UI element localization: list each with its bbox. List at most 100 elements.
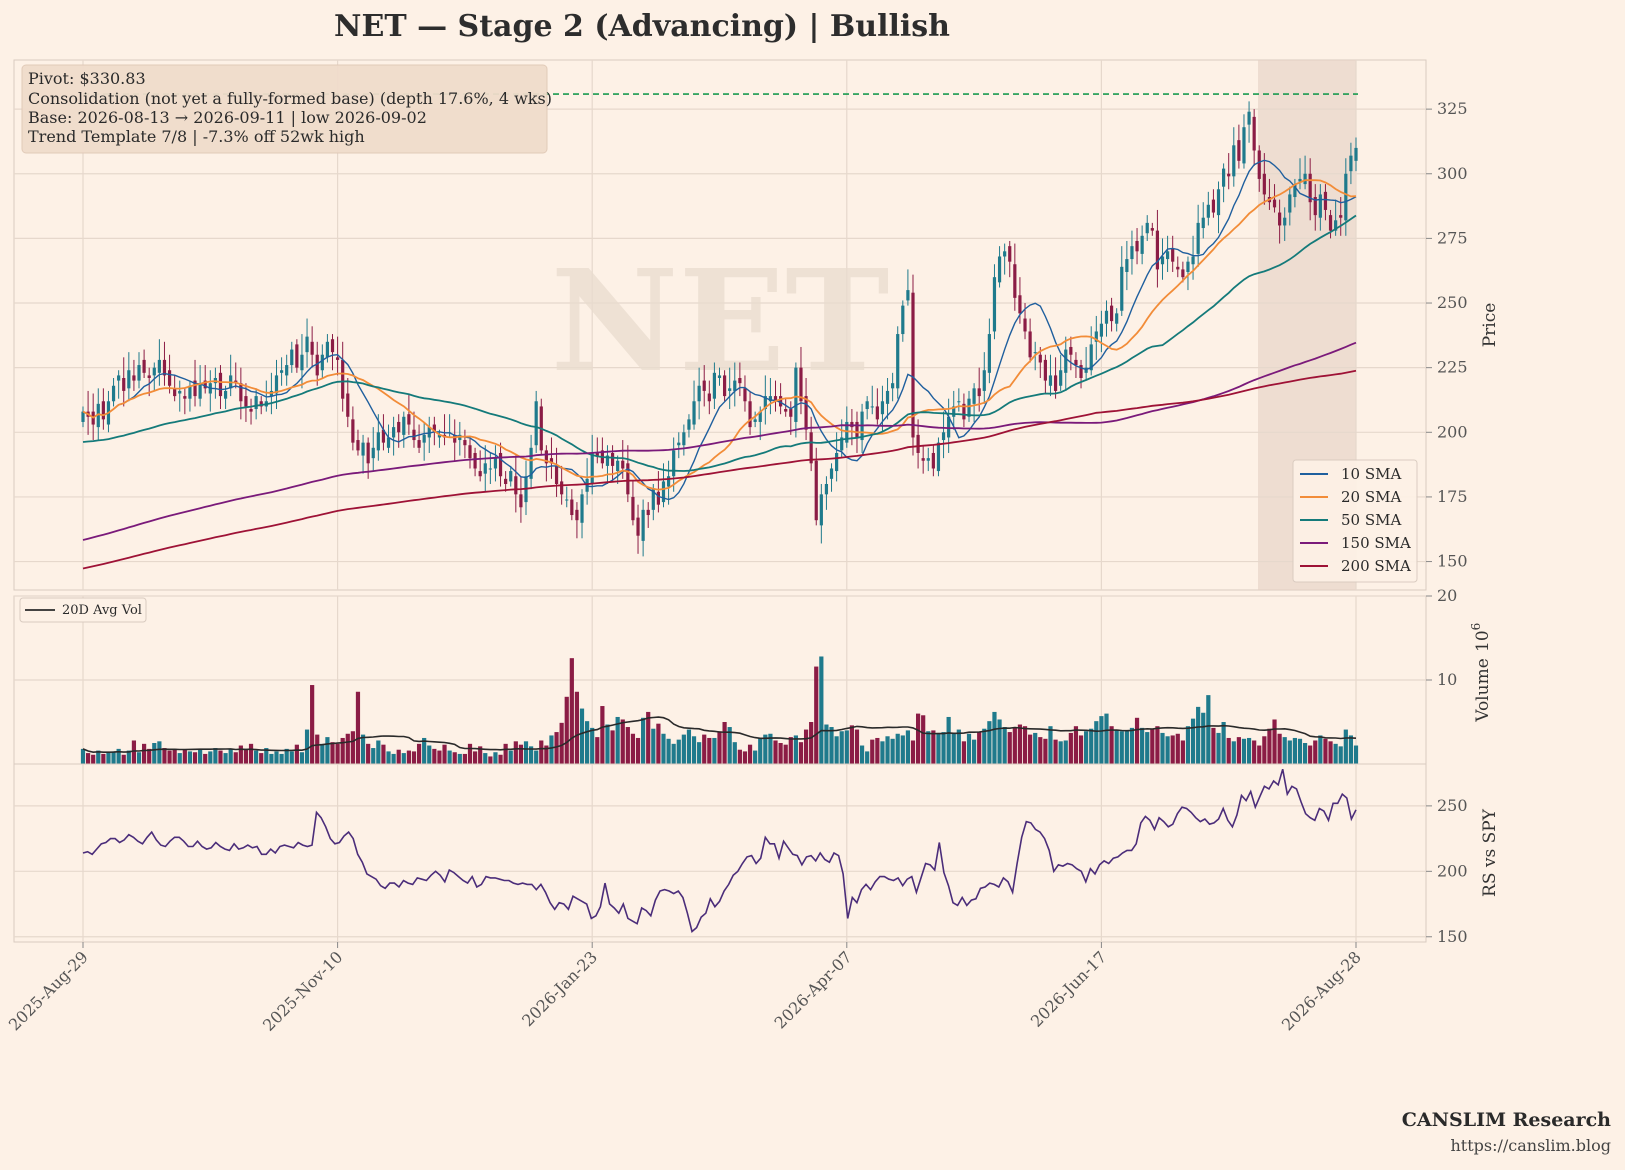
candle-body: [1018, 295, 1022, 314]
rs-y-tick-label: 250: [1437, 796, 1468, 815]
volume-bar: [1267, 728, 1272, 764]
candle-body: [738, 378, 742, 384]
candle-body: [310, 341, 314, 355]
candle-body: [1059, 370, 1063, 386]
candle-body: [509, 471, 513, 482]
volume-bar: [1119, 731, 1124, 764]
candle-body: [997, 256, 1002, 283]
volume-bar: [96, 750, 101, 764]
candle-body: [356, 440, 360, 451]
volume-bar: [330, 742, 335, 764]
volume-bar: [1185, 726, 1191, 764]
volume-bar: [870, 739, 875, 764]
candle-body: [1033, 352, 1037, 354]
legend-label: 150 SMA: [1341, 534, 1411, 552]
volume-bar: [279, 753, 284, 764]
candle-body: [1099, 323, 1103, 337]
volume-bar: [1170, 735, 1175, 764]
volume-bar: [646, 711, 651, 764]
candle-body: [1303, 173, 1307, 185]
volume-bar: [539, 740, 544, 764]
volume-bar: [585, 721, 590, 764]
volume-bar: [921, 715, 926, 764]
volume-bar: [248, 743, 254, 764]
x-tick-label: 2025-Nov-10: [259, 947, 346, 1034]
candle-body: [722, 375, 727, 397]
candle-body: [855, 421, 859, 438]
volume-bar: [1282, 737, 1287, 764]
candle-body: [926, 458, 930, 461]
candle-body: [779, 396, 783, 407]
volume-bar: [569, 658, 574, 764]
candle-body: [891, 383, 895, 389]
volume-bar: [1175, 733, 1180, 764]
candle-body: [590, 452, 594, 484]
candle-body: [1150, 228, 1154, 231]
volume-legend-box: [19, 597, 147, 623]
volume-bar: [681, 734, 686, 764]
candle-body: [952, 406, 956, 417]
candle-body: [1130, 246, 1134, 260]
volume-bar: [854, 729, 860, 764]
candle-body: [1074, 359, 1078, 366]
volume-bar: [345, 733, 350, 764]
volume-bar: [697, 742, 702, 764]
candle-body: [315, 354, 319, 376]
volume-bar: [472, 751, 478, 764]
volume-bar: [1297, 738, 1303, 764]
candle-body: [692, 401, 696, 425]
candle-body: [132, 375, 136, 381]
volume-bar: [1124, 731, 1129, 764]
candle-body: [1237, 140, 1241, 161]
volume-bar: [147, 748, 152, 764]
candle-body: [1115, 313, 1119, 324]
candle-body: [152, 367, 156, 376]
volume-bar: [452, 752, 457, 764]
volume-bar: [1099, 716, 1104, 764]
volume-bar: [1308, 745, 1313, 764]
candle-body: [1318, 194, 1322, 218]
volume-bar: [1323, 738, 1328, 764]
volume-bar: [1104, 713, 1109, 764]
candle-body: [1313, 197, 1317, 216]
volume-exponent: 106: [1469, 623, 1493, 652]
volume-bar: [1292, 737, 1297, 764]
price-y-tick-label: 250: [1437, 293, 1468, 312]
volume-bar: [386, 751, 391, 764]
candle-body: [1140, 235, 1144, 254]
volume-bar: [208, 751, 213, 764]
volume-bar: [136, 752, 142, 764]
candle-body: [829, 468, 834, 479]
volume-bar: [1252, 740, 1257, 764]
candle-body: [911, 292, 915, 438]
volume-bar: [1287, 740, 1292, 764]
candle-body: [554, 465, 559, 484]
volume-bar: [1257, 745, 1262, 764]
candle-body: [682, 432, 686, 446]
volume-bar: [803, 729, 809, 764]
candle-body: [1145, 222, 1149, 234]
candle-body: [906, 290, 910, 301]
candle-body: [361, 442, 365, 456]
candle-body: [626, 463, 630, 495]
volume-bar: [518, 744, 524, 764]
volume-bar: [462, 753, 467, 764]
candle-body: [916, 434, 920, 453]
candle-body: [758, 411, 762, 422]
volume-bar: [447, 750, 452, 764]
candle-body: [1191, 256, 1195, 265]
candle-body: [549, 458, 554, 464]
volume-bar: [1017, 724, 1023, 764]
volume-bar: [819, 656, 824, 764]
candle-body: [1206, 204, 1210, 218]
volume-bar: [157, 741, 162, 764]
volume-plot: [80, 656, 1359, 764]
candle-body: [300, 354, 304, 371]
price-y-tick-label: 300: [1437, 164, 1468, 183]
volume-bar: [478, 746, 483, 764]
volume-bar: [1043, 738, 1048, 764]
candle-body: [824, 484, 829, 495]
volume-bar: [259, 753, 264, 764]
volume-bar: [1353, 745, 1359, 764]
candle-body: [707, 393, 711, 402]
